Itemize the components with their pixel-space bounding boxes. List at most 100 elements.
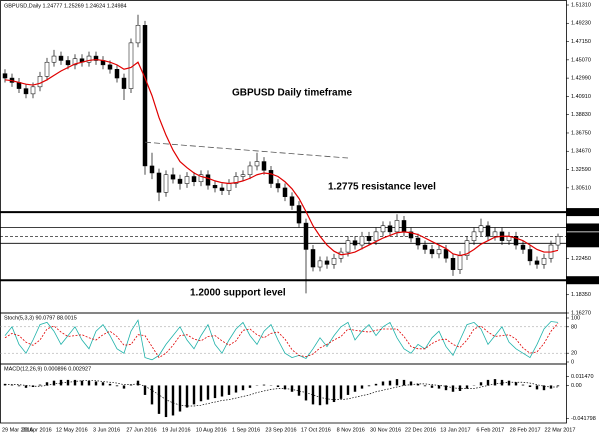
y-tick-label: -0.041798 [571,416,596,422]
candle-body [303,222,309,250]
y-tick-label: 1.22450 [571,256,591,262]
candle-body [429,249,435,255]
candle-body [485,225,491,237]
y-tick-label: 1.42990 [571,76,591,82]
trendline [144,141,349,159]
macd-bar [430,385,434,388]
candle-body [149,165,155,174]
candle-body [345,240,351,253]
y-tick-label: 1.49230 [571,21,591,27]
macd-bar [276,385,280,388]
candle-body [58,55,64,61]
macd-bar [192,385,196,405]
candle-body [317,260,323,268]
macd-bar [241,385,245,391]
x-tick-label: 29 Mar 2016 [2,427,33,433]
macd-bar [409,381,413,386]
y-tick-label: 1.51310 [571,2,591,8]
macd-bar [423,385,427,387]
macd-bar [143,385,147,395]
macd-bar [507,380,511,386]
macd-bar [353,385,357,392]
y-tick-label: 1.34670 [571,149,591,155]
macd-bar [24,385,28,388]
candle-body [366,236,372,241]
candle-body [247,165,253,175]
candle-body [233,176,239,184]
candle-body [387,225,393,233]
macd-bar [45,382,49,386]
y-tick-label: 20 [571,351,577,357]
macd-bar [52,380,56,386]
y-tick-label: 1.47150 [571,39,591,45]
macd-bar [311,385,315,405]
macd-bar [283,385,287,390]
candle-body [23,88,29,95]
macd-bar [227,385,231,395]
macd-bar [87,380,91,386]
x-tick-label: 10 Aug 2016 [196,427,227,433]
candle-body [72,58,78,66]
candle-body [471,231,477,241]
x-tick-label: 28 Feb 2017 [510,427,541,433]
macd-bar [178,385,182,412]
candle-body [422,244,428,250]
candle-body [352,240,358,246]
candle-body [520,244,526,250]
macd-bar [248,385,252,388]
level-label: 1.25000 [569,234,589,240]
macd-panel [0,363,567,424]
candle-body [373,231,379,241]
candle-body [198,174,204,183]
main-header: GBPUSD,Daily 1.24777 1.25269 1.24624 1.2… [4,3,127,9]
level-label: 1.24200 [569,241,589,247]
y-tick-label: 80 [571,324,577,330]
x-tick-label: 19 Jul 2016 [162,427,190,433]
macd-bar [129,384,133,386]
y-tick-label: 0 [571,359,574,365]
candle-body [541,257,547,265]
candle-body [226,183,232,191]
moving-average [4,58,559,257]
candle-body [205,174,211,186]
annotation: GBPUSD Daily timeframe [232,88,352,99]
y-tick-label: 0.00 [571,383,582,389]
macd-bar [437,385,441,389]
candle-body [51,55,57,63]
x-tick-label: 13 Jan 2017 [440,427,470,433]
macd-bar [59,379,63,386]
macd-bar [486,379,490,386]
y-tick-label: 1.32590 [571,167,591,173]
macd-bar [122,385,126,389]
y-tick-label: 0.011470 [571,374,594,380]
macd-bar [458,385,462,391]
macd-bar [171,385,175,416]
macd-bar [101,382,105,386]
macd-bar [346,385,350,395]
y-tick-label: 1.30510 [571,185,591,191]
candle-body [163,174,169,193]
candle-body [401,220,407,233]
x-tick-label: 22 Mar 2017 [545,427,576,433]
macd-bar [17,385,21,387]
candle-body [142,25,148,167]
macd-header: MACD(12,26,9) 0.000896 0.002927 [4,366,91,372]
candle-body [443,249,449,259]
stoch-header: Stoch(5,3,3) 90.0797 88.0015 [4,315,77,321]
candle-body [44,61,50,77]
candle-body [436,249,442,255]
x-tick-label: 1 Sep 2016 [232,427,260,433]
level-label: 1.27750 [569,210,589,216]
x-tick-label: 6 Feb 2017 [476,427,504,433]
candle-body [310,249,316,268]
x-tick-label: 3 Jun 2016 [93,427,120,433]
x-tick-label: 8 Nov 2016 [337,427,365,433]
candle-body [240,174,246,177]
y-tick-label: 1.38830 [571,112,591,118]
level-tag [566,276,599,285]
candle-body [184,176,190,184]
candle-body [170,174,176,180]
level-tag [566,232,599,241]
candle-body [177,178,183,184]
